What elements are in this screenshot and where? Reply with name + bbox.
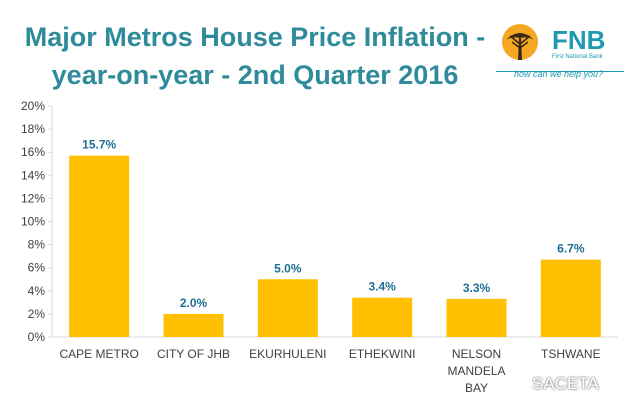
bar bbox=[69, 155, 130, 337]
watermark: SACETA bbox=[505, 374, 599, 394]
bar bbox=[446, 298, 507, 337]
category-label: TSHWANE bbox=[541, 347, 601, 361]
category-label: MANDELA bbox=[447, 364, 505, 378]
y-tick-label: 6% bbox=[28, 261, 46, 275]
y-tick-label: 2% bbox=[28, 307, 46, 321]
bar bbox=[352, 297, 413, 337]
logo-divider bbox=[496, 71, 624, 72]
chart-title: Major Metros House Price Inflation - yea… bbox=[20, 18, 490, 94]
category-label: NELSON bbox=[452, 347, 501, 361]
fnb-tree-logo-icon bbox=[502, 24, 538, 60]
chart-title-line-1: Major Metros House Price Inflation - bbox=[24, 22, 486, 52]
logo-tagline: how can we help you? bbox=[514, 69, 604, 79]
y-tick-label: 8% bbox=[28, 238, 46, 252]
y-tick-label: 20% bbox=[21, 99, 45, 113]
data-label: 3.3% bbox=[463, 281, 491, 295]
y-tick-label: 10% bbox=[21, 215, 45, 229]
data-label: 6.7% bbox=[557, 242, 585, 256]
bar bbox=[257, 279, 318, 337]
data-label: 5.0% bbox=[274, 261, 302, 275]
category-label: BAY bbox=[465, 381, 488, 395]
chart-title-line-2: year-on-year - 2nd Quarter 2016 bbox=[51, 60, 459, 90]
bar bbox=[163, 313, 224, 337]
y-tick-label: 12% bbox=[21, 191, 45, 205]
data-label: 2.0% bbox=[180, 296, 208, 310]
y-tick-label: 18% bbox=[21, 122, 45, 136]
chat-bubble-icon bbox=[505, 375, 527, 393]
bar bbox=[540, 259, 601, 337]
logo-name: FNB bbox=[552, 25, 606, 55]
y-tick-label: 0% bbox=[28, 330, 46, 344]
category-label: CAPE METRO bbox=[59, 347, 138, 361]
y-tick-label: 14% bbox=[21, 168, 45, 182]
logo-subtitle: First National Bank bbox=[552, 54, 603, 60]
data-label: 15.7% bbox=[82, 138, 116, 152]
category-label: EKURHULENI bbox=[249, 347, 326, 361]
y-tick-label: 16% bbox=[21, 145, 45, 159]
data-label: 3.4% bbox=[368, 280, 396, 294]
category-label: CITY OF JHB bbox=[157, 347, 230, 361]
watermark-text: SACETA bbox=[532, 374, 599, 393]
category-label: ETHEKWINI bbox=[349, 347, 416, 361]
y-tick-label: 4% bbox=[28, 284, 46, 298]
